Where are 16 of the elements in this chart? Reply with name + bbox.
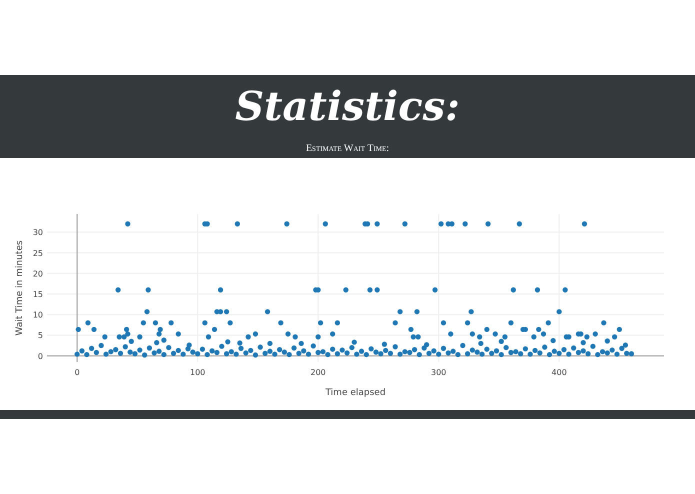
y-tick-label: 20 bbox=[32, 269, 43, 278]
x-tick-label: 200 bbox=[310, 368, 326, 377]
y-tick-label: 5 bbox=[38, 331, 43, 340]
chart-subtitle: Estimate Wait Time: bbox=[306, 143, 390, 154]
y-tick-label: 0 bbox=[38, 352, 43, 361]
y-tick-label: 15 bbox=[32, 290, 43, 299]
y-tick-label: 25 bbox=[32, 248, 43, 258]
chart-title: Statistics: bbox=[235, 83, 460, 130]
x-axis-title: Time elapsed bbox=[324, 388, 386, 398]
y-axis-title: Wait Time in minutes bbox=[15, 240, 25, 336]
x-tick-label: 0 bbox=[74, 368, 80, 377]
y-tick-label: 30 bbox=[32, 228, 43, 238]
y-tick-label: 10 bbox=[32, 310, 43, 320]
x-tick-label: 300 bbox=[431, 368, 446, 377]
x-tick-label: 400 bbox=[552, 368, 567, 377]
x-tick-label: 100 bbox=[190, 368, 206, 377]
